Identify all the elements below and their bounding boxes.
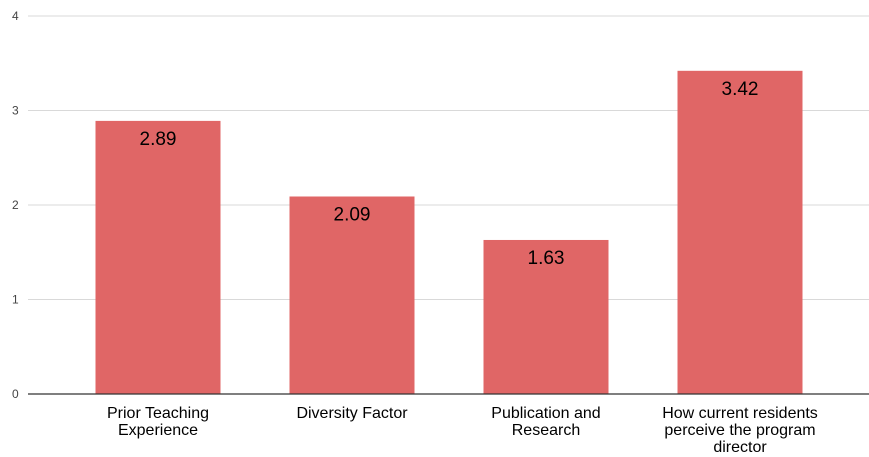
category-label-2: Diversity Factor [296,405,408,422]
y-tick-label-4: 4 [12,9,19,23]
category-label-line: Publication and [491,405,600,422]
y-tick-label-2: 2 [12,198,19,212]
bar-2 [289,196,415,394]
y-tick-label-3: 3 [12,104,19,118]
bar-4 [677,70,803,394]
value-label-2: 2.09 [334,204,371,225]
category-label-line: director [713,439,767,456]
y-tick-label-0: 0 [12,387,19,401]
category-label-3: Publication and Research [491,405,600,439]
category-label-1: Prior Teaching Experience [107,405,209,439]
value-label-3: 1.63 [528,248,565,269]
bar-3 [483,239,609,394]
category-label-line: Research [512,422,580,439]
category-label-line: perceive the program [664,422,815,439]
label-layer: 0 1 2 3 4 2.89 Prior Teaching Experience 2.09 Div… [12,9,818,456]
y-tick-label-1: 1 [12,293,19,307]
bar-1 [95,120,221,395]
category-label-line: How current residents [662,405,818,422]
bar-layer [95,70,803,395]
category-label-line: Experience [118,422,198,439]
category-label-line: Prior Teaching [107,405,209,422]
category-label-line: Diversity Factor [296,405,408,422]
category-label-4: How current residents perceive the progra… [662,405,818,456]
value-label-1: 2.89 [140,129,177,150]
value-label-4: 3.42 [722,79,759,100]
